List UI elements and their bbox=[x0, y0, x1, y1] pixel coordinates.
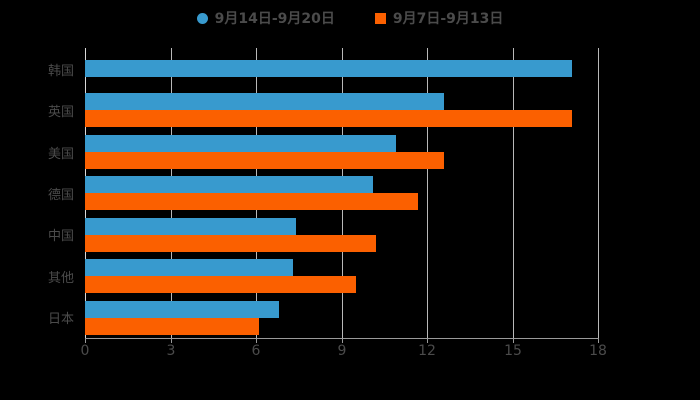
bar[interactable] bbox=[85, 193, 418, 210]
bar[interactable] bbox=[85, 276, 356, 293]
plot-area bbox=[85, 48, 599, 338]
y-axis-label: 中国 bbox=[47, 229, 74, 244]
x-axis-label: 9 bbox=[337, 343, 347, 359]
x-axis-label: 3 bbox=[166, 343, 176, 359]
bar-group bbox=[85, 131, 598, 172]
bar[interactable] bbox=[85, 301, 279, 318]
bar[interactable] bbox=[85, 318, 259, 335]
y-axis-label: 其他 bbox=[47, 271, 74, 286]
bar-group bbox=[85, 89, 598, 130]
bar-group bbox=[85, 48, 598, 89]
bar-group bbox=[85, 297, 598, 338]
bar-group bbox=[85, 255, 598, 296]
legend-label-series-a: 9月14日-9月20日 bbox=[214, 11, 335, 27]
legend-marker-circle-icon bbox=[196, 12, 208, 24]
x-axis-tick-mark bbox=[427, 338, 428, 343]
gridline bbox=[598, 48, 599, 338]
y-axis-label: 德国 bbox=[47, 188, 74, 203]
y-axis-labels: 韩国英国美国德国中国其他日本 bbox=[0, 48, 74, 338]
legend-item-series-a[interactable]: 9月14日-9月20日 bbox=[196, 8, 335, 28]
x-axis-tick-mark bbox=[256, 338, 257, 343]
x-axis-label: 12 bbox=[418, 343, 436, 359]
gridline bbox=[513, 48, 514, 338]
legend-item-series-b[interactable]: 9月7日-9月13日 bbox=[374, 8, 504, 28]
gridline bbox=[427, 48, 428, 338]
x-axis-label: 0 bbox=[80, 343, 90, 359]
x-axis-tick-mark bbox=[598, 338, 599, 343]
x-axis-tick-mark bbox=[342, 338, 343, 343]
x-axis-tick-mark bbox=[85, 338, 86, 343]
bar[interactable] bbox=[85, 60, 572, 77]
x-axis-label: 6 bbox=[251, 343, 261, 359]
legend-label-series-b: 9月7日-9月13日 bbox=[392, 11, 504, 27]
bar[interactable] bbox=[85, 152, 444, 169]
y-axis-label: 英国 bbox=[47, 105, 74, 120]
x-axis-tick-mark bbox=[171, 338, 172, 343]
bar[interactable] bbox=[85, 259, 293, 276]
bar[interactable] bbox=[85, 110, 572, 127]
chart-legend: 9月14日-9月20日 9月7日-9月13日 bbox=[0, 6, 700, 30]
y-axis-label: 美国 bbox=[47, 147, 74, 162]
bar[interactable] bbox=[85, 93, 444, 110]
bar[interactable] bbox=[85, 235, 376, 252]
y-axis-label: 日本 bbox=[47, 312, 74, 327]
bar[interactable] bbox=[85, 135, 396, 152]
bar-group bbox=[85, 214, 598, 255]
x-axis-label: 15 bbox=[504, 343, 522, 359]
bar-group bbox=[85, 172, 598, 213]
bar[interactable] bbox=[85, 218, 296, 235]
x-axis-tick-mark bbox=[513, 338, 514, 343]
x-axis-label: 18 bbox=[589, 343, 607, 359]
legend-marker-square-icon bbox=[374, 12, 386, 24]
y-axis-label: 韩国 bbox=[47, 64, 74, 79]
bar[interactable] bbox=[85, 176, 373, 193]
